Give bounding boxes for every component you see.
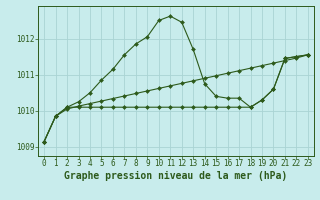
X-axis label: Graphe pression niveau de la mer (hPa): Graphe pression niveau de la mer (hPa) [64, 171, 288, 181]
